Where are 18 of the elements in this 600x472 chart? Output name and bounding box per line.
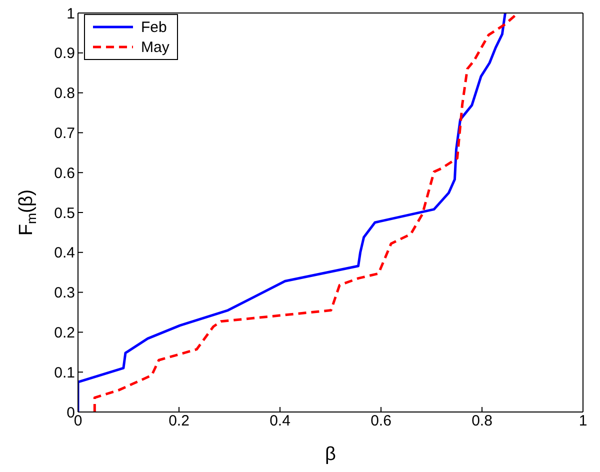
y-tick-label: 1 [66, 5, 75, 22]
y-tick-label: 0.1 [54, 364, 75, 382]
y-tick-label: 0.9 [54, 45, 75, 62]
x-tick-label: 0.6 [370, 412, 392, 430]
x-axis-title: β [325, 444, 336, 465]
y-tick-label: 0.6 [54, 164, 75, 182]
x-tick-label: 0.8 [472, 412, 492, 430]
legend-label: Feb [141, 18, 167, 36]
legend-label: May [141, 38, 170, 56]
y-tick-label: 0.8 [54, 85, 75, 102]
y-tick-label: 0.2 [54, 324, 75, 342]
y-tick-label: 0.4 [54, 244, 75, 262]
y-tick-label: 0.5 [54, 204, 75, 222]
x-tick-label: 1 [578, 412, 588, 430]
x-tick-label: 0.2 [168, 412, 190, 430]
y-tick-label: 0.7 [54, 125, 75, 142]
x-tick-label: 0.4 [270, 412, 290, 430]
y-tick-label: 0.3 [54, 284, 75, 302]
